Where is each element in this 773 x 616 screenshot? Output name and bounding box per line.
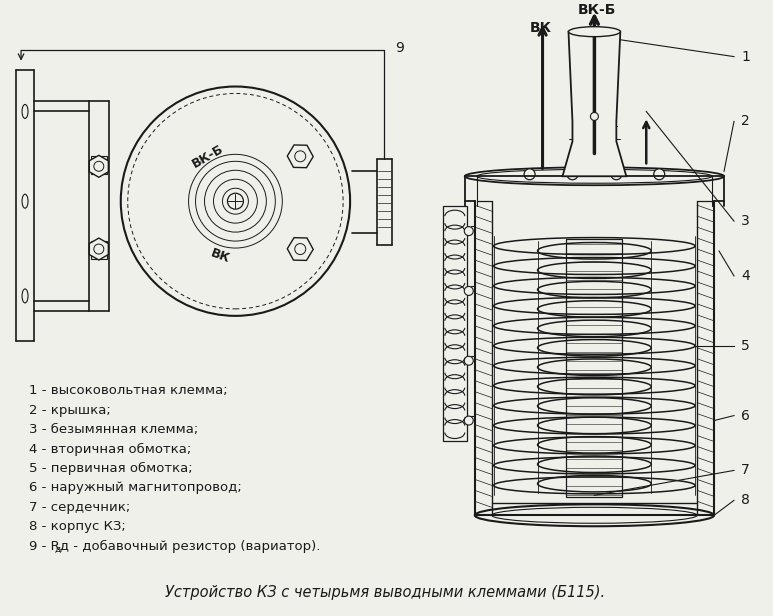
Bar (91, 156, 107, 174)
Circle shape (524, 169, 535, 180)
Circle shape (465, 227, 473, 235)
Ellipse shape (568, 26, 620, 37)
Bar (567, 239, 622, 497)
Text: 8 - корпус КЗ;: 8 - корпус КЗ; (29, 521, 126, 533)
Text: 1: 1 (741, 50, 750, 63)
Text: ВК: ВК (209, 246, 232, 265)
Text: 1 - высоковольтная клемма;: 1 - высоковольтная клемма; (29, 384, 228, 397)
Text: 3 - безымянная клемма;: 3 - безымянная клемма; (29, 423, 198, 436)
Text: 4 - вторичная обмотка;: 4 - вторичная обмотка; (29, 442, 191, 455)
Circle shape (591, 113, 598, 120)
Text: 7 - сердечник;: 7 - сердечник; (29, 501, 131, 514)
Circle shape (465, 416, 473, 425)
Text: д: д (55, 545, 61, 554)
Circle shape (121, 86, 350, 316)
Bar (443, 206, 467, 440)
Circle shape (227, 193, 243, 209)
Ellipse shape (22, 105, 28, 118)
Ellipse shape (475, 505, 714, 526)
Text: 2 - крышка;: 2 - крышка; (29, 403, 111, 416)
Circle shape (611, 169, 621, 180)
Bar (91, 241, 107, 259)
Circle shape (465, 356, 473, 365)
Ellipse shape (465, 168, 724, 185)
Circle shape (94, 244, 104, 254)
Text: 2: 2 (741, 115, 750, 128)
Text: 3: 3 (741, 214, 750, 228)
Ellipse shape (22, 289, 28, 303)
Circle shape (465, 286, 473, 296)
Text: 6: 6 (741, 408, 750, 423)
Text: 5 - первичная обмотка;: 5 - первичная обмотка; (29, 462, 192, 475)
Text: ВК-Б: ВК-Б (578, 2, 617, 17)
Text: 4: 4 (741, 269, 750, 283)
Text: ВК-Б: ВК-Б (189, 142, 226, 171)
Text: ВК: ВК (530, 21, 552, 34)
Text: 8: 8 (741, 493, 750, 508)
Text: 6 - наружный магнитопровод;: 6 - наружный магнитопровод; (29, 481, 242, 495)
Circle shape (295, 151, 306, 162)
Text: 5: 5 (741, 339, 750, 353)
Ellipse shape (22, 194, 28, 208)
Polygon shape (563, 31, 626, 176)
Circle shape (295, 243, 306, 254)
Circle shape (567, 169, 578, 180)
Text: 7: 7 (741, 463, 750, 477)
Text: 9: 9 (395, 41, 404, 55)
Circle shape (654, 169, 665, 180)
Circle shape (94, 161, 104, 171)
Text: Устройство КЗ с четырьмя выводными клеммами (Б115).: Устройство КЗ с четырьмя выводными клемм… (165, 585, 605, 599)
Text: 9 - Rд - добавочный резистор (вариатор).: 9 - Rд - добавочный резистор (вариатор). (29, 540, 320, 553)
